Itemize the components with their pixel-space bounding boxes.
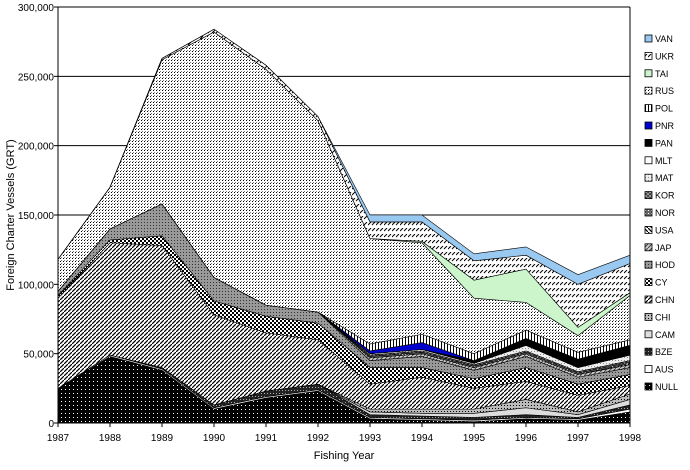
legend-label-nor: NOR: [655, 208, 676, 218]
legend-label-hod: HOD: [655, 260, 676, 270]
legend-label-pol: POL: [655, 104, 673, 114]
legend-label-tai: TAI: [655, 69, 668, 79]
legend-swatch-hod: [644, 260, 653, 269]
x-tick-label: 1992: [307, 433, 330, 444]
x-tick-label: 1993: [359, 433, 382, 444]
legend-swatch-pol: [644, 104, 653, 112]
legend-swatch-chi: [644, 312, 653, 321]
legend-swatch-tai: [644, 69, 653, 78]
legend-label-pan: PAN: [655, 138, 673, 148]
x-tick-label: 1987: [47, 433, 70, 444]
legend-label-mlt: MLT: [655, 156, 673, 166]
legend-label-cy: CY: [655, 278, 668, 288]
legend-label-rus: RUS: [655, 86, 674, 96]
y-axis-title: Foreign Charter Vessels (GRT): [5, 139, 17, 290]
x-tick-label: 1990: [203, 433, 226, 444]
y-tick-label: 300,000: [18, 3, 55, 14]
legend-label-bze: BZE: [655, 347, 673, 357]
legend-swatch-chn: [644, 295, 653, 304]
legend-swatch-mat: [644, 173, 653, 182]
legend-swatch-rus: [644, 86, 653, 95]
legend-swatch-cy: [644, 278, 653, 287]
y-tick-label: 200,000: [18, 142, 55, 153]
legend-swatch-ukr: [644, 52, 653, 60]
legend-label-pnr: PNR: [655, 121, 675, 131]
legend-label-chn: CHN: [655, 295, 675, 305]
legend-label-ukr: UKR: [655, 51, 675, 61]
legend-swatch-nor: [644, 208, 653, 217]
y-tick-label: 100,000: [18, 280, 55, 291]
legend-label-mat: MAT: [655, 173, 674, 183]
legend-swatch-mlt: [644, 156, 653, 165]
legend-swatch-pnr: [644, 121, 653, 130]
x-axis-title: Fishing Year: [314, 450, 375, 462]
x-tick-label: 1988: [99, 433, 122, 444]
x-tick-label: 1995: [463, 433, 486, 444]
legend-label-usa: USA: [655, 225, 674, 235]
legend-swatch-kor: [644, 191, 653, 200]
x-tick-label: 1989: [151, 433, 174, 444]
legend-label-aus: AUS: [655, 365, 674, 375]
legend-label-jap: JAP: [655, 243, 672, 253]
legend-swatch-aus: [644, 365, 653, 374]
x-tick-label: 1991: [255, 433, 278, 444]
legend-swatch-cam: [644, 330, 653, 339]
y-tick-label: 0: [48, 419, 54, 430]
legend-label-null: NULL: [655, 382, 678, 392]
legend-label-cam: CAM: [655, 330, 675, 340]
x-tick-label: 1997: [567, 433, 590, 444]
legend-swatch-jap: [644, 243, 653, 252]
y-tick-label: 150,000: [18, 211, 55, 222]
legend-label-van: VAN: [655, 34, 673, 44]
legend-label-kor: KOR: [655, 191, 675, 201]
legend-swatch-van: [644, 34, 653, 43]
x-tick-label: 1994: [411, 433, 434, 444]
legend-label-chi: CHI: [655, 312, 671, 322]
y-tick-label: 50,000: [23, 350, 54, 361]
x-tick-label: 1998: [619, 433, 642, 444]
y-tick-label: 250,000: [18, 72, 55, 83]
legend-swatch-usa: [644, 225, 653, 234]
x-tick-label: 1996: [515, 433, 538, 444]
legend-swatch-bze: [644, 347, 653, 356]
legend-swatch-null: [644, 382, 653, 391]
legend-swatch-pan: [644, 138, 653, 147]
